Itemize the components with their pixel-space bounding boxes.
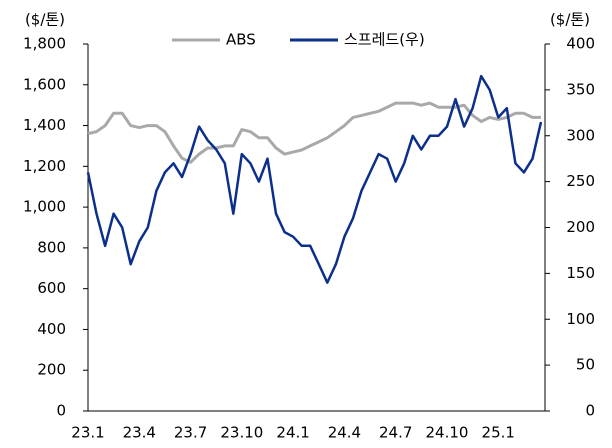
y2-tick-label: 300 bbox=[566, 126, 595, 144]
legend-label: ABS bbox=[226, 31, 256, 49]
y2-tick-label: 400 bbox=[566, 35, 595, 53]
y2-tick-label: 150 bbox=[566, 264, 595, 282]
x-tick-label: 23.10 bbox=[220, 424, 263, 442]
y2-tick-label: 0 bbox=[585, 402, 595, 420]
y-tick-label: 800 bbox=[37, 238, 66, 256]
x-tick-label: 24.1 bbox=[276, 424, 309, 442]
series-line bbox=[86, 74, 543, 284]
y-tick-label: 1,800 bbox=[23, 35, 66, 53]
y2-tick-label: 350 bbox=[566, 80, 595, 98]
y-tick-label: 1,000 bbox=[23, 198, 66, 216]
legend-label: 스프레드(우) bbox=[344, 31, 425, 49]
x-tick-label: 24.10 bbox=[426, 424, 469, 442]
x-tick-label: 24.4 bbox=[328, 424, 361, 442]
x-tick-label: 23.7 bbox=[174, 424, 207, 442]
y-tick-label: 1,200 bbox=[23, 157, 66, 175]
y-tick-label: 1,600 bbox=[23, 75, 66, 93]
y2-tick-label: 200 bbox=[566, 218, 595, 236]
y2-tick-label: 250 bbox=[566, 172, 595, 190]
y2-tick-label: 50 bbox=[576, 356, 595, 374]
y-tick-label: 0 bbox=[56, 402, 66, 420]
x-tick-label: 25.1 bbox=[482, 424, 515, 442]
x-tick-label: 24.7 bbox=[379, 424, 412, 442]
y2-tick-label: 100 bbox=[566, 310, 595, 328]
series-line bbox=[87, 101, 541, 164]
y-tick-label: 400 bbox=[37, 320, 66, 338]
y-axis-unit: ($/톤) bbox=[25, 11, 65, 29]
y-tick-label: 1,400 bbox=[23, 116, 66, 134]
y-tick-label: 600 bbox=[37, 279, 66, 297]
x-tick-label: 23.4 bbox=[123, 424, 156, 442]
x-tick-label: 23.1 bbox=[71, 424, 104, 442]
y2-axis-unit: ($/톤) bbox=[550, 11, 590, 29]
y-tick-label: 200 bbox=[37, 361, 66, 379]
